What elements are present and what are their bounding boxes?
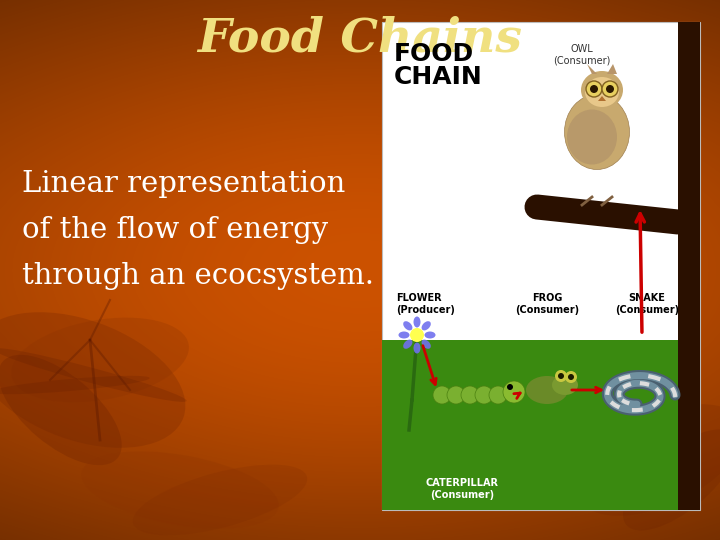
Circle shape bbox=[461, 386, 479, 404]
Polygon shape bbox=[587, 64, 597, 74]
Ellipse shape bbox=[403, 340, 413, 349]
Ellipse shape bbox=[585, 77, 619, 107]
Circle shape bbox=[606, 85, 614, 93]
Ellipse shape bbox=[398, 332, 410, 339]
Circle shape bbox=[568, 374, 574, 380]
Circle shape bbox=[602, 81, 618, 97]
Ellipse shape bbox=[413, 342, 420, 354]
Text: FOOD
CHAIN: FOOD CHAIN bbox=[394, 42, 482, 89]
Ellipse shape bbox=[11, 318, 189, 402]
Circle shape bbox=[507, 384, 513, 390]
Ellipse shape bbox=[422, 340, 431, 349]
Ellipse shape bbox=[526, 376, 568, 404]
Circle shape bbox=[558, 373, 564, 379]
Text: FLOWER
(Producer): FLOWER (Producer) bbox=[396, 293, 455, 315]
Ellipse shape bbox=[0, 355, 122, 465]
Text: Food Chains: Food Chains bbox=[197, 15, 523, 61]
Ellipse shape bbox=[425, 332, 436, 339]
Circle shape bbox=[433, 386, 451, 404]
Circle shape bbox=[503, 381, 525, 403]
Ellipse shape bbox=[581, 71, 623, 109]
Ellipse shape bbox=[576, 404, 720, 516]
Ellipse shape bbox=[0, 376, 150, 394]
Ellipse shape bbox=[403, 321, 413, 330]
Ellipse shape bbox=[623, 429, 720, 530]
Text: OWL
(Consumer): OWL (Consumer) bbox=[553, 44, 611, 65]
Text: Linear representation
of the flow of energy
through an ecocsystem.: Linear representation of the flow of ene… bbox=[22, 171, 374, 289]
Ellipse shape bbox=[413, 316, 420, 327]
Ellipse shape bbox=[422, 321, 431, 330]
Ellipse shape bbox=[132, 465, 307, 535]
Bar bbox=[382, 340, 700, 510]
Polygon shape bbox=[607, 64, 617, 74]
Circle shape bbox=[565, 371, 577, 383]
Ellipse shape bbox=[552, 375, 578, 395]
Ellipse shape bbox=[567, 110, 617, 165]
Circle shape bbox=[410, 328, 424, 342]
Circle shape bbox=[555, 370, 567, 382]
Ellipse shape bbox=[81, 451, 279, 529]
Circle shape bbox=[489, 386, 507, 404]
Bar bbox=[382, 22, 700, 510]
Ellipse shape bbox=[416, 384, 434, 396]
Circle shape bbox=[586, 81, 602, 97]
Circle shape bbox=[475, 386, 493, 404]
Polygon shape bbox=[598, 96, 606, 101]
Text: CATERPILLAR
(Consumer): CATERPILLAR (Consumer) bbox=[426, 478, 498, 500]
Ellipse shape bbox=[564, 94, 629, 170]
Circle shape bbox=[447, 386, 465, 404]
Ellipse shape bbox=[0, 348, 186, 402]
Ellipse shape bbox=[0, 312, 185, 448]
Text: FROG
(Consumer): FROG (Consumer) bbox=[515, 293, 579, 315]
Bar bbox=[678, 22, 700, 510]
Text: SNAKE
(Consumer): SNAKE (Consumer) bbox=[615, 293, 679, 315]
Ellipse shape bbox=[390, 362, 408, 377]
Circle shape bbox=[590, 85, 598, 93]
